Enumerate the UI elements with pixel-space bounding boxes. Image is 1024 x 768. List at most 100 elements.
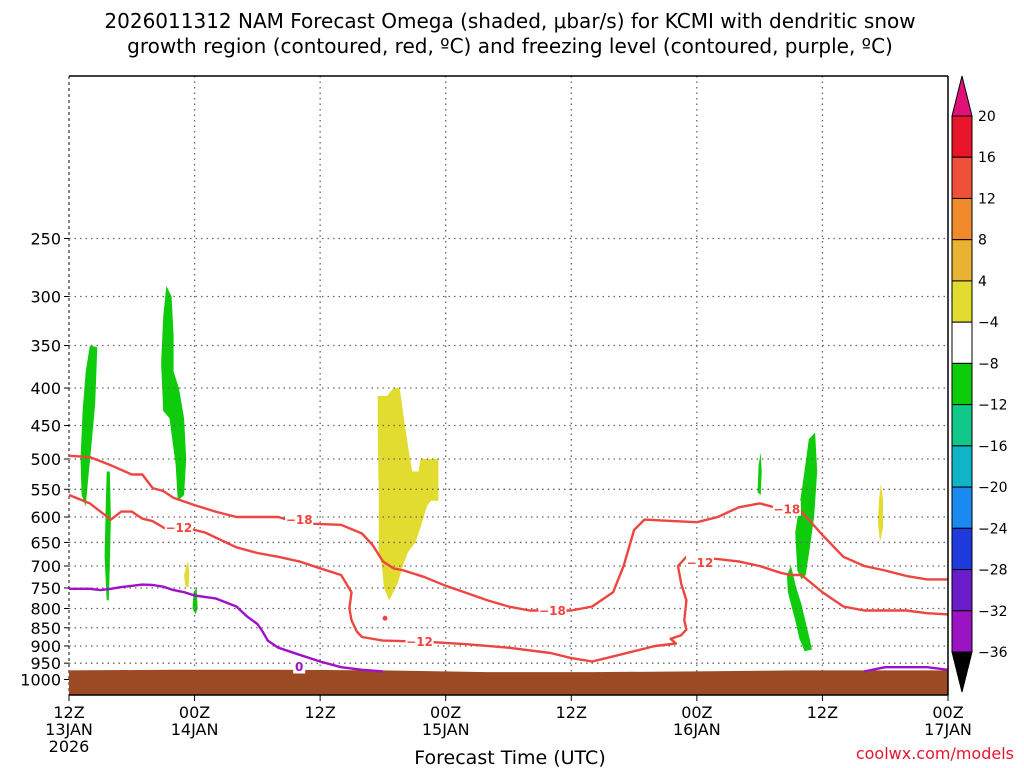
x-tick-label-6-0: 12Z [807, 703, 838, 722]
contour-label-bg-4 [685, 554, 714, 570]
colorbar-segment-11 [951, 569, 973, 612]
contour-label-4: −12 [687, 556, 714, 570]
colorbar-segment-10 [951, 527, 973, 571]
colorbar-label-12: −32 [978, 604, 1008, 620]
omega-region-6 [786, 566, 812, 652]
colorbar-label-1: 16 [978, 150, 996, 166]
colorbar-top-arrow [951, 75, 973, 117]
colorbar-segment-9 [951, 486, 973, 529]
y-tick-label-900: 900 [30, 637, 61, 656]
colorbar-label-11: −28 [978, 563, 1008, 579]
credit-label: coolwx.com/models [856, 744, 1014, 763]
y-tick-label-650: 650 [30, 533, 61, 552]
x-tick-label-2-0: 12Z [304, 703, 335, 722]
contour-dot [382, 615, 388, 621]
colorbar-label-7: −12 [978, 398, 1008, 414]
y-tick-label-700: 700 [30, 557, 61, 576]
omega-shading [80, 285, 884, 652]
x-tick-label-1-0: 00Z [179, 703, 210, 722]
colorbar-label-9: −20 [978, 480, 1008, 496]
y-tick-label-850: 850 [30, 619, 61, 638]
colorbar-label-10: −24 [978, 521, 1008, 537]
omega-region-8 [377, 388, 439, 601]
omega-colorbar: 20 16 12 8 4 −4 −8 −12 −16 −20 −24 −28 −32 −36 [951, 75, 1008, 693]
contour-label-0: −18 [286, 513, 313, 527]
y-tick-label-1000: 1000 [20, 670, 61, 689]
contour-labels: −18 −12 −18 −12 −12 −18 0 [164, 500, 801, 674]
contour-line-2 [69, 583, 383, 673]
colorbar-segment-0 [951, 115, 973, 158]
x-tick-label-1-1: 14JAN [171, 720, 219, 739]
y-axis-ticks: 2503003504004505005506006507007508008509… [20, 229, 69, 689]
ground-polygon [69, 669, 948, 695]
y-tick-label-300: 300 [30, 287, 61, 306]
contour-label-2: −18 [539, 604, 566, 618]
colorbar-segment-8 [951, 445, 973, 488]
y-tick-label-350: 350 [30, 337, 61, 356]
colorbar-segment-7 [951, 404, 973, 447]
contour-label-bg-1 [164, 519, 193, 535]
grid-lines [68, 76, 948, 695]
colorbar-segment-4 [951, 280, 973, 323]
colorbar-segment-5 [951, 321, 973, 364]
x-tick-label-7-1: 17JAN [924, 720, 972, 739]
contour-label-bg-6 [293, 658, 306, 674]
plot-background [69, 76, 948, 695]
ground-fill [69, 669, 948, 695]
colorbar-label-6: −8 [978, 356, 999, 372]
contour-label-bg-3 [405, 633, 434, 649]
y-tick-label-950: 950 [30, 654, 61, 673]
x-tick-label-0-1: 13JAN [45, 720, 93, 739]
chart-title-line-1: 2026011312 NAM Forecast Omega (shaded, μ… [104, 9, 915, 33]
x-axis-title: Forecast Time (UTC) [414, 747, 605, 768]
contour-label-6: 0 [295, 660, 303, 674]
colorbar-segment-3 [951, 239, 973, 282]
y-tick-label-450: 450 [30, 416, 61, 435]
omega-region-2 [161, 285, 187, 501]
x-tick-label-0-2: 2026 [49, 737, 90, 756]
colorbar-segment-6 [951, 362, 973, 406]
colorbar-segment-2 [951, 197, 973, 241]
plot-area [69, 76, 948, 695]
x-tick-label-0-0: 12Z [53, 703, 84, 722]
colorbar-label-0: 20 [978, 109, 996, 125]
colorbar-segment-12 [951, 610, 973, 653]
colorbar-bottom-arrow [951, 651, 973, 693]
colorbar-label-2: 12 [978, 191, 996, 207]
contour-label-bg-0 [285, 511, 314, 527]
omega-region-4 [757, 452, 762, 495]
x-tick-label-5-0: 00Z [681, 703, 712, 722]
colorbar-label-4: 4 [978, 274, 987, 290]
y-tick-label-400: 400 [30, 379, 61, 398]
contour-label-1: −12 [165, 521, 192, 535]
contour-label-5: −18 [773, 502, 800, 516]
y-tick-label-550: 550 [30, 480, 61, 499]
x-tick-label-3-0: 00Z [430, 703, 461, 722]
omega-region-9 [877, 483, 884, 543]
plot-frame [69, 75, 949, 696]
omega-region-7 [184, 561, 190, 588]
colorbar-segment-1 [951, 156, 973, 199]
colorbar-label-13: −36 [978, 645, 1008, 661]
x-tick-label-4-0: 12Z [556, 703, 587, 722]
chart-title: 2026011312 NAM Forecast Omega (shaded, μ… [104, 9, 915, 58]
contour-label-3: −12 [406, 635, 433, 649]
contour-label-bg-2 [538, 602, 567, 618]
x-tick-label-3-1: 15JAN [422, 720, 470, 739]
y-tick-label-500: 500 [30, 450, 61, 469]
x-tick-label-7-0: 00Z [932, 703, 963, 722]
x-tick-label-5-1: 16JAN [673, 720, 721, 739]
y-tick-label-600: 600 [30, 508, 61, 527]
omega-region-1 [104, 471, 111, 601]
colorbar-label-5: −4 [978, 315, 999, 331]
y-tick-label-250: 250 [30, 229, 61, 248]
contour-label-bg-5 [772, 500, 801, 516]
contour-line-3 [864, 666, 949, 673]
omega-region-0 [80, 345, 98, 507]
colorbar-label-8: −16 [978, 439, 1008, 455]
y-tick-label-750: 750 [30, 579, 61, 598]
y-tick-label-800: 800 [30, 599, 61, 618]
chart-title-line-2: growth region (contoured, red, ºC) and f… [127, 34, 893, 58]
